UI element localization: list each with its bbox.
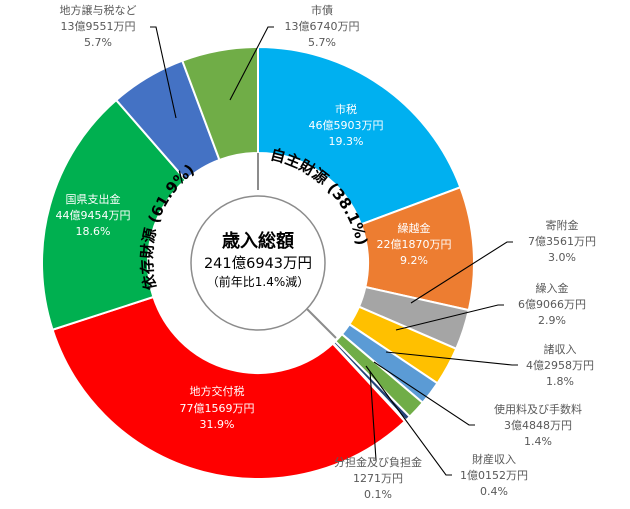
svg-text:13億9551万円: 13億9551万円: [61, 20, 136, 33]
svg-text:77億1569万円: 77億1569万円: [180, 402, 255, 415]
svg-text:諸収入: 諸収入: [544, 342, 577, 356]
label-koufuzei: 地方交付税 77億1569万円 31.9%: [180, 384, 255, 431]
svg-text:1271万円: 1271万円: [353, 472, 403, 485]
center-title: 歳入総額: [222, 230, 294, 252]
svg-text:4億2958万円: 4億2958万円: [526, 359, 594, 372]
svg-text:繰越金: 繰越金: [398, 221, 431, 235]
svg-text:1.4%: 1.4%: [524, 435, 552, 448]
label-shiyouryou: 使用料及び手数料 3億4848万円 1.4%: [494, 402, 582, 448]
svg-text:2.9%: 2.9%: [538, 314, 566, 327]
label-kokken: 国県支出金 44億9454万円 18.6%: [56, 192, 131, 238]
svg-text:分担金及び負担金: 分担金及び負担金: [334, 455, 422, 469]
donut-slices: [41, 45, 475, 480]
svg-text:3.0%: 3.0%: [548, 251, 576, 264]
svg-text:13億6740万円: 13億6740万円: [285, 20, 360, 33]
svg-text:国県支出金: 国県支出金: [66, 192, 121, 206]
label-shoshuunyu: 諸収入 4億2958万円 1.8%: [526, 342, 594, 388]
center-note: （前年比1.4%減）: [207, 274, 310, 289]
svg-text:寄附金: 寄附金: [546, 218, 579, 232]
slice-地方交付税: [51, 295, 407, 480]
center-circle: [190, 195, 326, 331]
svg-text:1億0152万円: 1億0152万円: [460, 469, 528, 482]
label-buntan: 分担金及び負担金 1271万円 0.1%: [334, 455, 422, 501]
svg-text:0.4%: 0.4%: [480, 485, 508, 498]
svg-text:6億9066万円: 6億9066万円: [518, 298, 586, 311]
svg-text:1.8%: 1.8%: [546, 375, 574, 388]
slice-国県支出金: [41, 98, 188, 332]
svg-text:44億9454万円: 44億9454万円: [56, 209, 131, 222]
label-kifu: 寄附金 7億3561万円 3.0%: [528, 218, 596, 264]
svg-text:18.6%: 18.6%: [76, 225, 111, 238]
slice-市税: [257, 45, 462, 226]
svg-text:0.1%: 0.1%: [364, 488, 392, 501]
svg-text:3億4848万円: 3億4848万円: [504, 419, 572, 432]
svg-text:市債: 市債: [311, 3, 333, 17]
label-kuriire: 繰入金 6億9066万円 2.9%: [518, 281, 586, 327]
label-jouyo: 地方譲与税など 13億9551万円 5.7%: [60, 3, 137, 49]
group-divider-bottom: [306, 308, 337, 339]
label-shizei: 市税 46億5903万円 19.3%: [309, 102, 384, 148]
svg-text:9.2%: 9.2%: [400, 254, 428, 267]
svg-text:31.9%: 31.9%: [200, 418, 235, 431]
svg-text:5.7%: 5.7%: [308, 36, 336, 49]
leader-lines: [150, 26, 518, 476]
svg-text:46億5903万円: 46億5903万円: [309, 119, 384, 132]
svg-text:5.7%: 5.7%: [84, 36, 112, 49]
label-zaisan: 財産収入 1億0152万円 0.4%: [460, 452, 528, 498]
svg-text:地方交付税: 地方交付税: [190, 384, 245, 398]
svg-text:7億3561万円: 7億3561万円: [528, 235, 596, 248]
svg-text:使用料及び手数料: 使用料及び手数料: [494, 402, 582, 416]
svg-text:市税: 市税: [335, 102, 357, 116]
label-kurikoshi: 繰越金 22億1870万円 9.2%: [377, 221, 452, 267]
svg-text:地方譲与税など: 地方譲与税など: [60, 3, 137, 17]
svg-text:繰入金: 繰入金: [536, 281, 569, 295]
svg-text:22億1870万円: 22億1870万円: [377, 238, 452, 251]
label-shisai: 市債 13億6740万円 5.7%: [285, 3, 360, 49]
svg-text:財産収入: 財産収入: [472, 452, 516, 466]
center-total: 241億6943万円: [204, 255, 312, 272]
svg-text:19.3%: 19.3%: [329, 135, 364, 148]
